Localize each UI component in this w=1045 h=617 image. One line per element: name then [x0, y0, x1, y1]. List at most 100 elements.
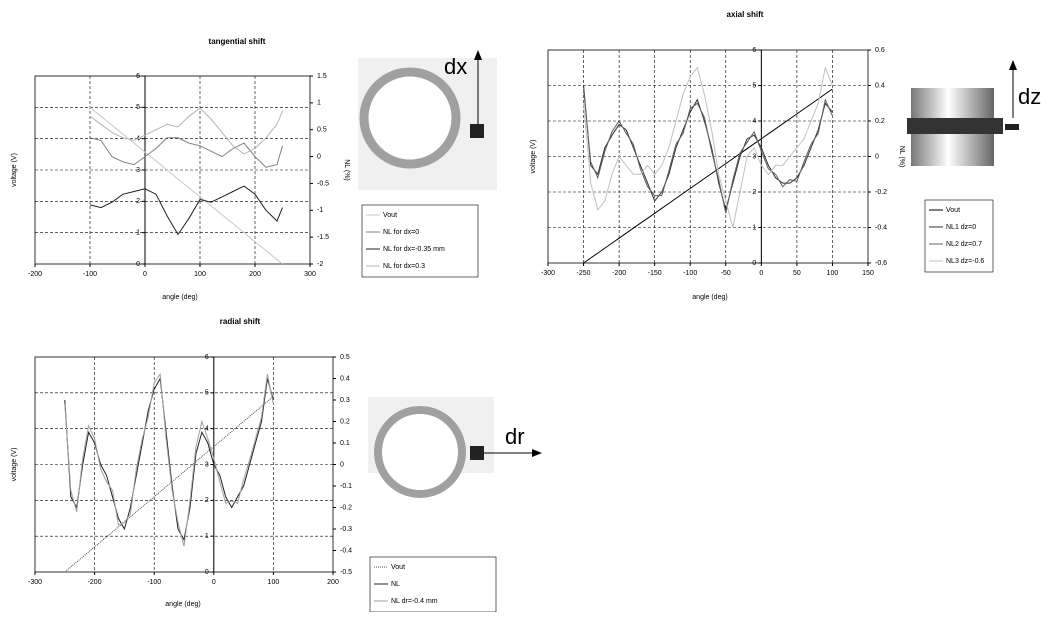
y2-tick-label: -0.1 — [340, 483, 352, 490]
y-tick-label: 4 — [752, 118, 756, 125]
legend-label: NL3 dz=-0.6 — [946, 258, 984, 265]
x-tick-label: -100 — [83, 271, 97, 278]
band — [907, 118, 1003, 134]
y-axis-label: voltage (V) — [11, 448, 18, 482]
y2-tick-label: 0.6 — [875, 47, 885, 54]
y-tick-label: 0 — [752, 260, 756, 267]
legend-label: NL for dx=-0.35 mm — [383, 246, 445, 253]
y-tick-label: 2 — [136, 198, 140, 205]
y2-tick-label: 0.1 — [340, 440, 350, 447]
y2-tick-label: -0.6 — [875, 260, 887, 267]
legend-box — [924, 199, 994, 273]
y2-tick-label: -0.4 — [875, 224, 887, 231]
x-axis-label: angle (deg) — [692, 294, 727, 301]
legend-label: Vout — [383, 212, 397, 219]
legend-label: Vout — [946, 207, 960, 214]
y-tick-label: 5 — [136, 104, 140, 111]
x-tick-label: 50 — [793, 270, 801, 277]
y-tick-label: 2 — [205, 497, 209, 504]
chart-title: axial shift — [727, 10, 764, 19]
y2-tick-label: 0.4 — [340, 375, 350, 382]
x-tick-label: 200 — [327, 579, 339, 586]
chart-title: tangential shift — [209, 37, 266, 46]
x-axis-label: angle (deg) — [162, 294, 197, 301]
y2-tick-label: 0.4 — [875, 82, 885, 89]
ring — [374, 406, 466, 498]
legend-box — [361, 204, 479, 278]
x-tick-label: 300 — [304, 271, 316, 278]
series-line — [583, 85, 833, 212]
y-tick-label: 5 — [752, 82, 756, 89]
legend-label: NL1 dz=0 — [946, 224, 976, 231]
y2-tick-label: 0.5 — [340, 354, 350, 361]
y-tick-label: 0 — [205, 569, 209, 576]
y2-tick-label: -0.5 — [340, 569, 352, 576]
series-line — [64, 396, 274, 573]
y2-axis-label: NL (%) — [898, 146, 905, 168]
y2-tick-label: 1 — [317, 100, 321, 107]
y2-tick-label: -0.5 — [317, 180, 329, 187]
x-tick-label: -150 — [648, 270, 662, 277]
x-tick-label: 100 — [194, 271, 206, 278]
y-tick-label: 6 — [752, 47, 756, 54]
y-axis-label: voltage (V) — [11, 153, 18, 187]
y-tick-label: 1 — [136, 230, 140, 237]
y2-tick-label: -0.4 — [340, 547, 352, 554]
legend-box — [369, 556, 497, 613]
y-tick-label: 4 — [205, 426, 209, 433]
x-tick-label: -250 — [577, 270, 591, 277]
y2-tick-label: 0 — [317, 153, 321, 160]
x-tick-label: 200 — [249, 271, 261, 278]
x-tick-label: 0 — [759, 270, 763, 277]
y-axis-label: voltage (V) — [530, 140, 537, 174]
annotation: dr — [505, 424, 525, 449]
arrow-head — [532, 449, 542, 457]
legend-label: NL for dx=0 — [383, 229, 419, 236]
legend-label: NL2 dz=0.7 — [946, 241, 982, 248]
series-line — [583, 88, 833, 264]
x-tick-label: -300 — [541, 270, 555, 277]
series-line — [89, 106, 283, 265]
x-tick-label: 100 — [268, 579, 280, 586]
y-tick-label: 2 — [752, 189, 756, 196]
series-line — [583, 89, 833, 214]
y2-tick-label: 0.5 — [317, 127, 327, 134]
y2-tick-label: -1 — [317, 207, 323, 214]
y2-tick-label: -2 — [317, 261, 323, 268]
sensor — [1005, 124, 1019, 130]
legend-label: NL — [391, 581, 400, 588]
y-tick-label: 6 — [136, 73, 140, 80]
y-tick-label: 0 — [136, 261, 140, 268]
y2-tick-label: 1.5 — [317, 73, 327, 80]
legend-label: NL dr=-0.4 mm — [391, 598, 438, 605]
y2-tick-label: -1.5 — [317, 234, 329, 241]
chart-title: radial shift — [220, 317, 261, 326]
ring — [359, 67, 461, 169]
x-tick-label: 0 — [143, 271, 147, 278]
series-line — [583, 65, 833, 228]
y2-tick-label: 0.3 — [340, 397, 350, 404]
x-tick-label: -300 — [28, 579, 42, 586]
x-tick-label: -100 — [147, 579, 161, 586]
y2-tick-label: -0.2 — [340, 504, 352, 511]
sensor — [470, 446, 484, 460]
x-tick-label: -100 — [683, 270, 697, 277]
y-tick-label: 1 — [205, 533, 209, 540]
series-line — [89, 107, 283, 155]
arrow-head — [474, 50, 482, 60]
x-tick-label: 0 — [212, 579, 216, 586]
x-tick-label: -200 — [28, 271, 42, 278]
legend-label: Vout — [391, 564, 405, 571]
y2-tick-label: -0.3 — [340, 526, 352, 533]
y2-axis-label: NL (%) — [343, 159, 350, 181]
y2-tick-label: 0 — [340, 461, 344, 468]
y-tick-label: 3 — [205, 461, 209, 468]
annotation: dx — [444, 54, 467, 79]
x-tick-label: 150 — [862, 270, 874, 277]
series-line — [64, 372, 274, 547]
y2-tick-label: 0.2 — [340, 418, 350, 425]
y-tick-label: 3 — [752, 153, 756, 160]
series-line — [89, 185, 283, 236]
